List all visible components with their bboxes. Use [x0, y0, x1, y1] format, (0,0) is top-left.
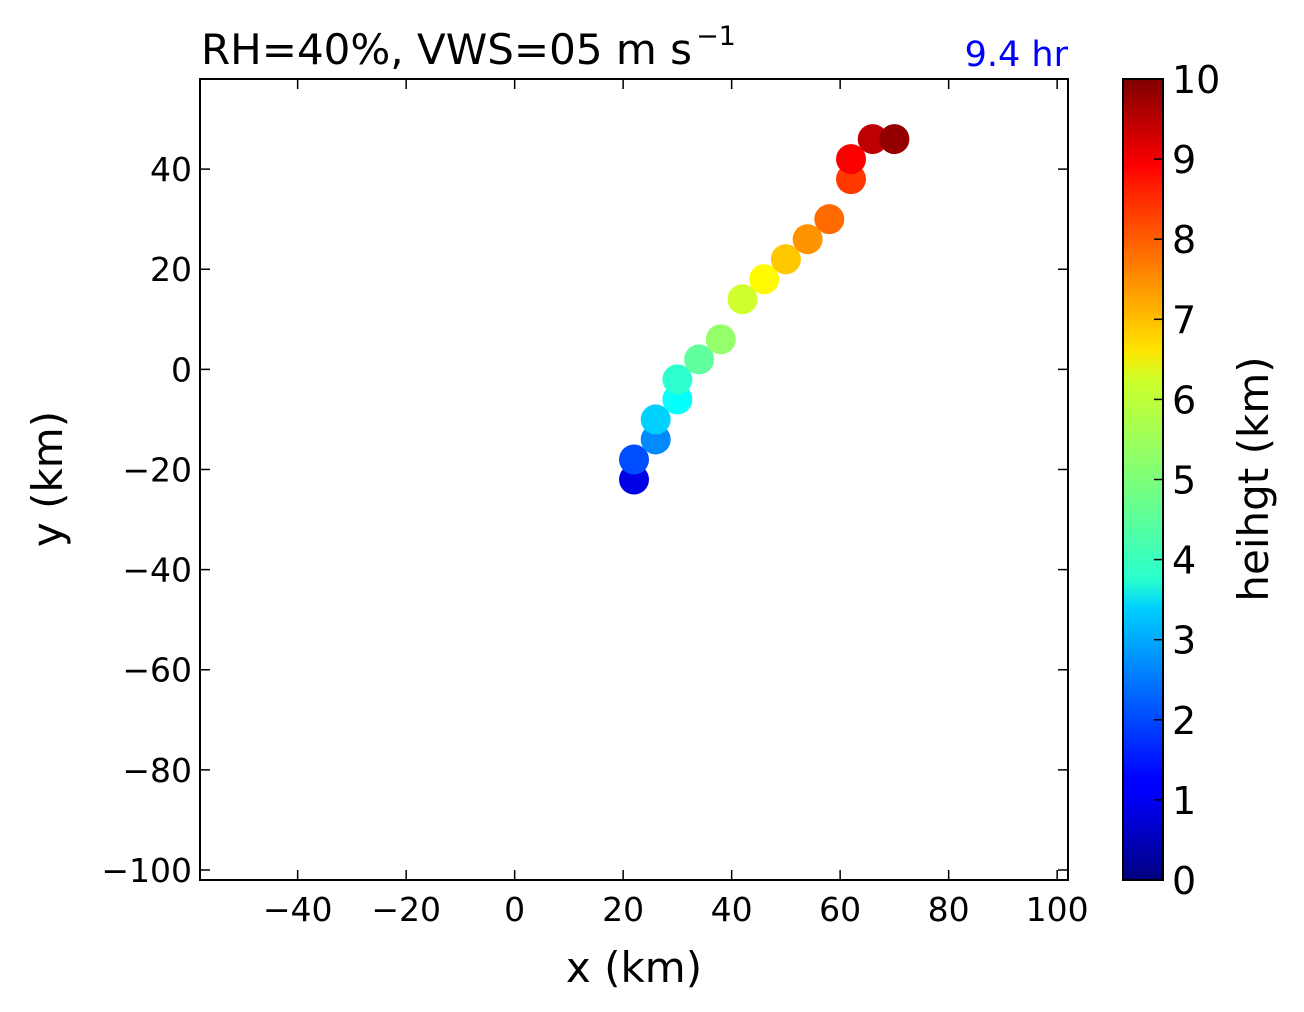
- time-annotation: 9.4 hr: [965, 35, 1069, 75]
- y-tick-label: 0: [171, 350, 192, 389]
- colorbar-tick-label: 5: [1172, 459, 1196, 503]
- data-point-16: [879, 124, 910, 155]
- colorbar-tick-label: 9: [1172, 138, 1196, 182]
- data-point-8: [727, 284, 758, 315]
- y-tick-label: −40: [122, 551, 192, 590]
- y-tick-label: −100: [101, 851, 192, 890]
- x-tick-label: 60: [819, 890, 861, 929]
- y-ticks: −100 −80 −60 −40 −20 0 20 40: [101, 150, 1068, 890]
- x-tick-label: 100: [1026, 890, 1089, 929]
- colorbar-tick-label: 10: [1172, 58, 1220, 102]
- y-tick-label: 40: [150, 150, 192, 189]
- x-tick-label: −40: [263, 890, 333, 929]
- data-point-7: [705, 324, 736, 355]
- data-point-9: [749, 264, 780, 295]
- y-tick-label: −80: [122, 751, 192, 790]
- colorbar-tick-label: 2: [1172, 699, 1196, 743]
- data-point-15: [857, 124, 888, 155]
- chart-title-main: RH=40%, VWS=05 m s: [201, 25, 692, 74]
- y-axis-label: y (km): [23, 411, 72, 547]
- x-tick-label: 20: [602, 890, 644, 929]
- colorbar-tick-label: 8: [1172, 218, 1196, 262]
- plot-frame: [199, 78, 1069, 881]
- data-point-3: [640, 404, 671, 435]
- data-point-1: [619, 444, 649, 475]
- data-point-12: [814, 204, 845, 235]
- data-point-11: [792, 224, 823, 255]
- x-tick-label: 0: [504, 890, 525, 929]
- x-tick-label: 40: [711, 890, 753, 929]
- colorbar-tick-label: 4: [1172, 539, 1196, 583]
- data-point-5: [662, 364, 693, 395]
- chart-title: RH=40%, VWS=05 m s −1: [201, 21, 736, 74]
- colorbar-tick-label: 0: [1172, 859, 1196, 903]
- x-tick-label: −20: [371, 890, 441, 929]
- colorbar-tick-label: 1: [1172, 779, 1196, 823]
- x-tick-label: 80: [928, 890, 970, 929]
- y-tick-label: 20: [150, 250, 192, 289]
- x-axis-label: x (km): [566, 943, 702, 992]
- y-tick-label: −60: [122, 651, 192, 690]
- x-ticks: −40 −20 0 20 40 60 80 100: [263, 79, 1089, 929]
- colorbar-tick-label: 3: [1172, 619, 1196, 663]
- data-point-14: [836, 144, 866, 175]
- data-points: [619, 124, 910, 495]
- colorbar-tick-label: 7: [1172, 298, 1196, 342]
- plot-area: −40 −20 0 20 40 60 80 100 −100 −80 −60 −40 −20 0 20 40: [101, 78, 1089, 929]
- colorbar-ticks: 0 1 2 3 4 5 6 7 8 9 10: [1154, 58, 1220, 903]
- data-point-10: [770, 244, 801, 275]
- data-point-6: [684, 344, 715, 375]
- colorbar: 0 1 2 3 4 5 6 7 8 9 10: [1122, 58, 1220, 903]
- chart-title-superscript: −1: [696, 21, 736, 52]
- colorbar-label: heihgt (km): [1229, 356, 1278, 601]
- y-tick-label: −20: [122, 450, 192, 489]
- colorbar-tick-label: 6: [1172, 378, 1196, 422]
